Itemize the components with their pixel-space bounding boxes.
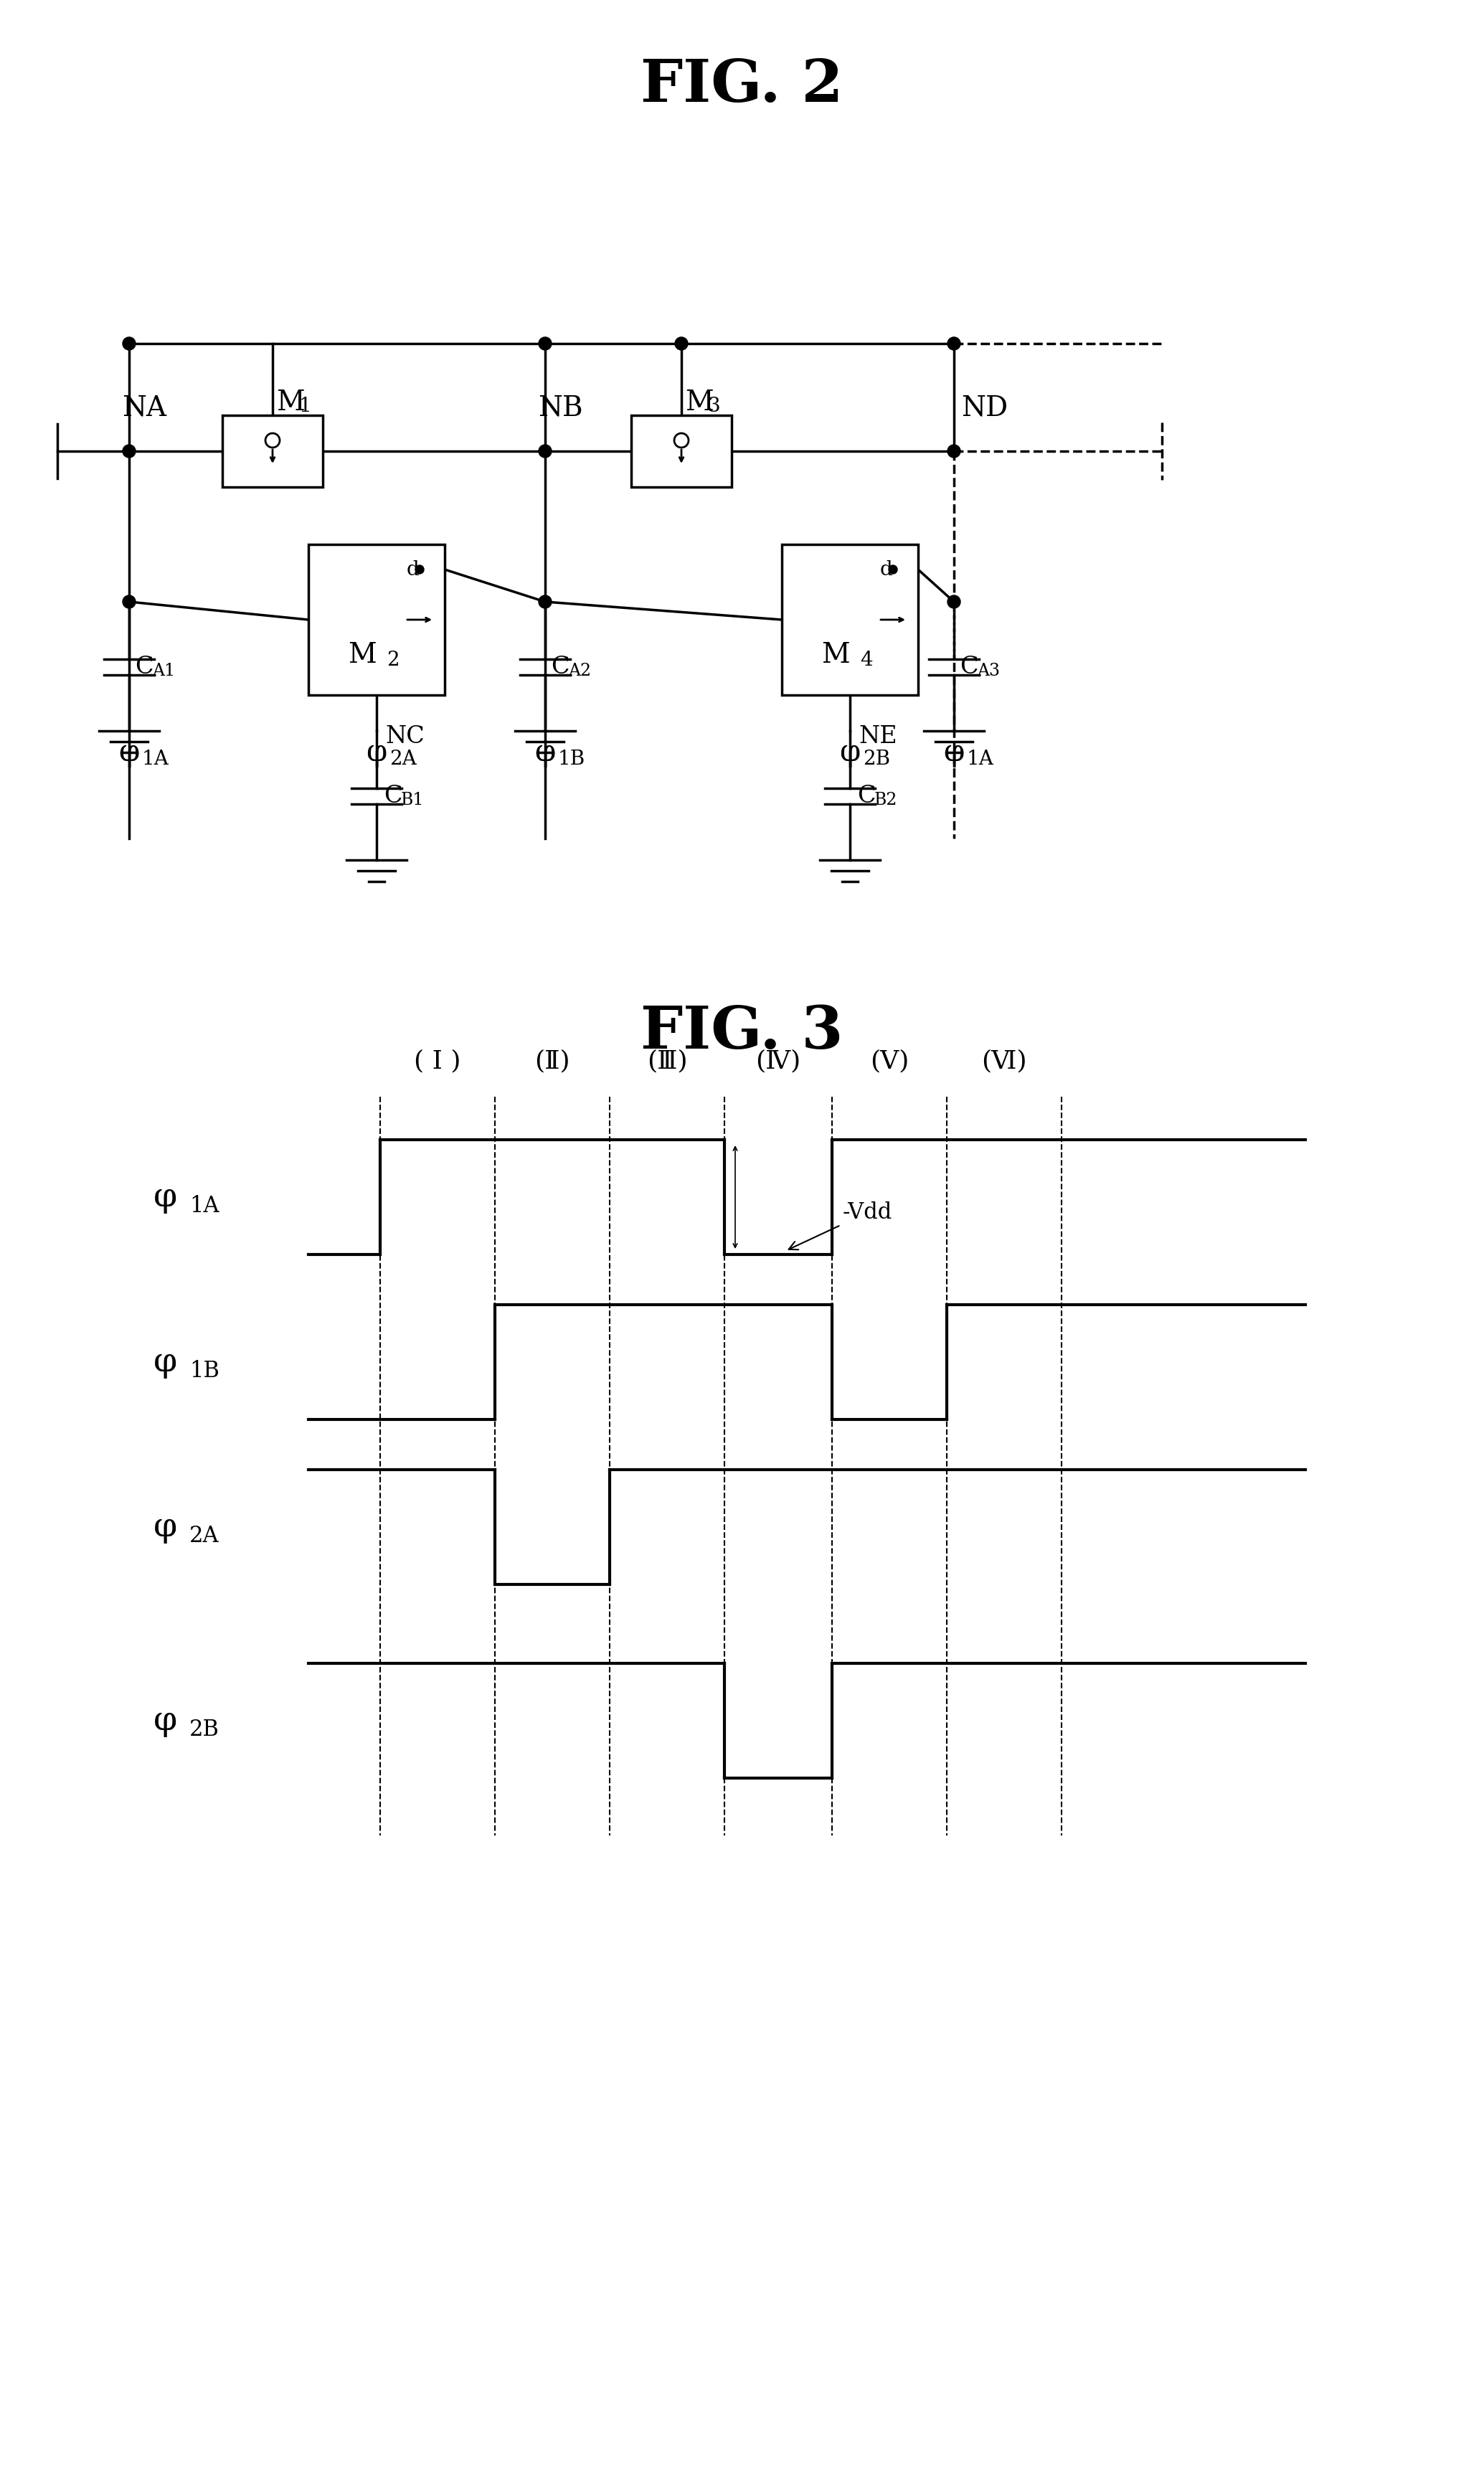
Bar bbox=[782, 543, 919, 695]
Text: 3: 3 bbox=[708, 397, 721, 417]
Text: d: d bbox=[407, 561, 418, 578]
Circle shape bbox=[539, 337, 552, 350]
Text: NC: NC bbox=[386, 724, 424, 749]
Circle shape bbox=[123, 444, 135, 457]
Text: φ: φ bbox=[153, 1704, 177, 1737]
Text: FIG. 2: FIG. 2 bbox=[640, 57, 843, 114]
Text: 2B: 2B bbox=[862, 749, 890, 769]
Text: A3: A3 bbox=[976, 662, 1000, 680]
Text: 2B: 2B bbox=[190, 1719, 220, 1742]
Text: NB: NB bbox=[537, 394, 583, 422]
Circle shape bbox=[539, 444, 552, 457]
Text: 4: 4 bbox=[861, 650, 873, 670]
Text: φ: φ bbox=[534, 737, 555, 767]
Circle shape bbox=[947, 444, 960, 457]
Text: C: C bbox=[384, 784, 402, 809]
Text: 2A: 2A bbox=[190, 1523, 220, 1546]
Circle shape bbox=[675, 337, 689, 350]
Text: B2: B2 bbox=[874, 791, 898, 809]
Text: (Ⅱ): (Ⅱ) bbox=[534, 1049, 570, 1072]
Text: C: C bbox=[135, 655, 153, 677]
Text: 1A: 1A bbox=[190, 1193, 220, 1216]
Text: 2A: 2A bbox=[389, 749, 417, 769]
Text: FIG. 3: FIG. 3 bbox=[640, 1002, 843, 1062]
Text: (Ⅳ): (Ⅳ) bbox=[755, 1049, 801, 1072]
Circle shape bbox=[416, 566, 424, 573]
Circle shape bbox=[947, 337, 960, 350]
Text: (Ⅴ): (Ⅴ) bbox=[870, 1049, 908, 1072]
Text: φ: φ bbox=[944, 737, 965, 767]
Text: NA: NA bbox=[122, 394, 166, 422]
Text: C: C bbox=[551, 655, 570, 677]
Circle shape bbox=[539, 595, 552, 608]
Circle shape bbox=[889, 566, 898, 573]
Text: (Ⅲ): (Ⅲ) bbox=[647, 1049, 687, 1072]
Text: 1A: 1A bbox=[142, 749, 169, 769]
Bar bbox=[309, 543, 445, 695]
Text: 1: 1 bbox=[300, 397, 312, 417]
Text: C: C bbox=[960, 655, 978, 677]
Text: φ: φ bbox=[367, 737, 387, 767]
Text: φ: φ bbox=[153, 1345, 177, 1379]
Text: B1: B1 bbox=[401, 791, 424, 809]
Text: φ: φ bbox=[153, 1511, 177, 1543]
Circle shape bbox=[123, 337, 135, 350]
Text: 1B: 1B bbox=[558, 749, 586, 769]
Text: A1: A1 bbox=[151, 662, 175, 680]
Text: -Vdd: -Vdd bbox=[788, 1201, 892, 1250]
Text: NE: NE bbox=[859, 724, 896, 749]
Circle shape bbox=[947, 595, 960, 608]
Text: φ: φ bbox=[119, 737, 139, 767]
Text: ND: ND bbox=[962, 394, 1008, 422]
Text: 2: 2 bbox=[387, 650, 399, 670]
Bar bbox=[223, 414, 322, 486]
Text: M: M bbox=[821, 643, 850, 670]
Text: 1A: 1A bbox=[968, 749, 994, 769]
Text: A2: A2 bbox=[568, 662, 591, 680]
Text: M: M bbox=[347, 643, 377, 670]
Text: d: d bbox=[880, 561, 892, 578]
Text: (Ⅵ): (Ⅵ) bbox=[981, 1049, 1027, 1072]
Text: M: M bbox=[686, 390, 714, 417]
Text: ( I ): ( I ) bbox=[414, 1049, 462, 1072]
Circle shape bbox=[123, 595, 135, 608]
Text: φ: φ bbox=[840, 737, 861, 767]
Text: 1B: 1B bbox=[190, 1360, 220, 1382]
Text: C: C bbox=[858, 784, 876, 809]
Bar bbox=[631, 414, 732, 486]
Text: φ: φ bbox=[153, 1181, 177, 1213]
Text: M: M bbox=[276, 390, 304, 417]
